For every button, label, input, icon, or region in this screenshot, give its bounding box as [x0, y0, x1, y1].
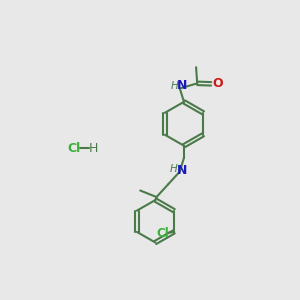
Text: N: N: [177, 79, 187, 92]
Text: H: H: [88, 142, 98, 154]
Text: H: H: [169, 164, 177, 174]
Text: Cl: Cl: [67, 142, 80, 154]
Text: H: H: [171, 81, 178, 91]
Text: N: N: [176, 164, 187, 177]
Text: O: O: [212, 77, 223, 90]
Text: Cl: Cl: [156, 226, 169, 239]
